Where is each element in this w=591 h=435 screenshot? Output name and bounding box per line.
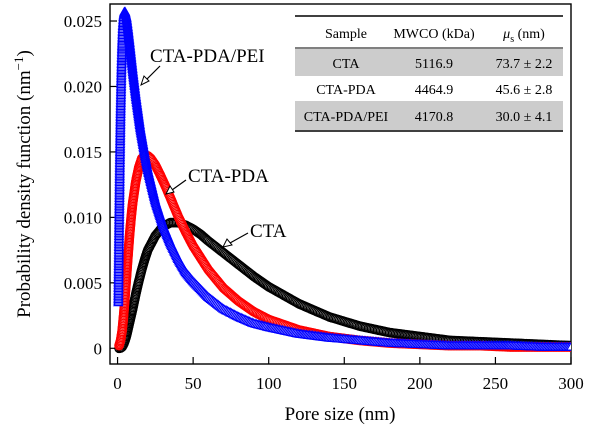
y-tick-label: 0.025	[64, 12, 102, 31]
annotation-label: CTA	[250, 221, 287, 242]
table-row-shade	[295, 101, 563, 130]
annotation-arrow-line	[171, 179, 187, 191]
series-cta-pda-pei	[113, 6, 571, 351]
table-cell-mu: 30.0 ± 4.1	[496, 110, 553, 125]
data-point	[565, 341, 571, 351]
tick-labels: 0 50 100 150 200 250 300 0 0.005 0.010 0.015 0.020 0…	[64, 12, 584, 393]
annotation-cta-pda-pei: CTA-PDA/PEI	[140, 46, 265, 86]
y-axis-label-exponent: −1	[11, 56, 26, 70]
x-tick-label: 250	[483, 374, 509, 393]
inset-table: Sample MWCO (kDa) μs (nm) CTA 5116.9 73.…	[295, 15, 563, 132]
series-cta	[114, 217, 571, 354]
y-tick-label: 0.015	[64, 143, 102, 162]
x-tick-label: 150	[332, 374, 358, 393]
table-cell-mwco: 5116.9	[415, 57, 453, 72]
annotation-arrow-head	[165, 185, 175, 195]
annotation-label: CTA-PDA	[188, 166, 269, 187]
annotation-arrow-head	[222, 238, 233, 248]
annotation-arrow-line	[145, 65, 161, 81]
plot-frame	[109, 3, 572, 365]
y-axis-label-group: Probability density function (nm−1)	[11, 50, 35, 318]
y-axis-label: Probability density function (nm−1)	[11, 50, 35, 318]
annotation-cta-pda: CTA-PDA	[165, 166, 269, 195]
table-cell-mu: 45.6 ± 2.8	[496, 83, 553, 98]
y-tick-label: 0.005	[64, 274, 102, 293]
table-row-shade	[295, 49, 563, 76]
annotation-cta: CTA	[222, 221, 287, 248]
table-cell-sample: CTA	[333, 57, 361, 72]
y-axis-label-close: )	[14, 50, 35, 56]
x-axis-label: Pore size (nm)	[285, 404, 396, 425]
table-header-mwco: MWCO (kDa)	[393, 27, 475, 42]
x-tick-label: 50	[185, 374, 202, 393]
series-layer	[113, 6, 571, 354]
annotation-arrow-line	[229, 232, 249, 244]
table-header-mu: μs (nm)	[502, 27, 545, 45]
x-tick-label: 0	[113, 374, 122, 393]
x-tick-label: 100	[256, 374, 282, 393]
table-header-sample: Sample	[325, 27, 367, 42]
annotation-arrow-head	[140, 75, 150, 86]
table-cell-mu: 73.7 ± 2.2	[496, 57, 553, 72]
table-cell-mwco: 4464.9	[415, 83, 454, 98]
y-axis-label-main: Probability density function (nm	[14, 70, 35, 318]
y-tick-label: 0	[94, 339, 103, 358]
table-cell-sample: CTA-PDA	[316, 83, 376, 98]
y-tick-label: 0.010	[64, 208, 102, 227]
table-cell-mwco: 4170.8	[415, 110, 454, 125]
x-tick-label: 200	[407, 374, 433, 393]
y-tick-label: 0.020	[64, 77, 102, 96]
annotation-label: CTA-PDA/PEI	[150, 46, 265, 67]
x-tick-label: 300	[558, 374, 584, 393]
table-cell-sample: CTA-PDA/PEI	[304, 110, 389, 125]
